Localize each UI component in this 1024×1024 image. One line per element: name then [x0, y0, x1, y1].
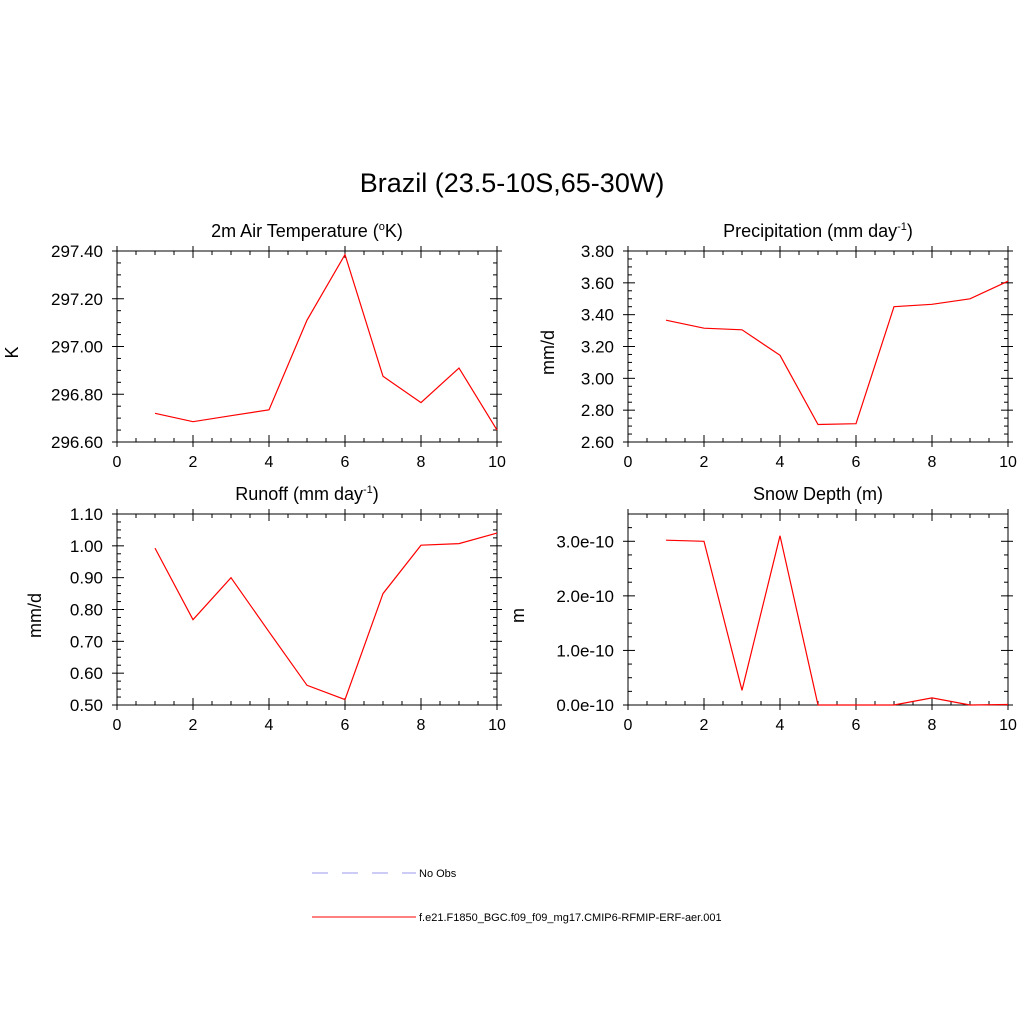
plot-frame: [116, 250, 498, 443]
y-tick-label: 296.60: [51, 433, 103, 452]
y-tick-label: 0.80: [70, 601, 103, 620]
figure-title: Brazil (23.5-10S,65-30W): [359, 168, 665, 198]
y-tick-label: 0.70: [70, 632, 103, 651]
panel-title: Precipitation (mm day-1): [723, 221, 913, 241]
y-tick-label: 1.00: [70, 537, 103, 556]
y-tick-label: 3.20: [581, 338, 614, 357]
series-line: [665, 535, 1009, 706]
legend: No Obs f.e21.F1850_BGC.f09_f09_mg17.CMIP6…: [312, 868, 722, 924]
panel-title: Runoff (mm day-1): [235, 484, 379, 504]
panel-title: Snow Depth (m): [753, 484, 883, 504]
x-tick-label: 0: [624, 454, 633, 471]
y-tick-label: 0.50: [70, 696, 103, 715]
x-tick-label: 4: [776, 717, 785, 734]
y-tick-label: 3.80: [581, 242, 614, 261]
series-line: [154, 532, 498, 701]
x-tick-label: 6: [341, 717, 350, 734]
y-tick-label: 3.60: [581, 274, 614, 293]
x-tick-label: 6: [341, 454, 350, 471]
panel-title: 2m Air Temperature (oK): [211, 221, 403, 241]
x-tick-label: 10: [488, 717, 506, 734]
y-tick-label: 297.40: [51, 242, 103, 261]
x-tick-label: 4: [776, 454, 785, 471]
x-tick-label: 0: [113, 717, 122, 734]
x-tick-label: 10: [999, 717, 1017, 734]
x-tick-label: 2: [189, 717, 198, 734]
x-tick-label: 10: [488, 454, 506, 471]
x-tick-label: 2: [700, 454, 709, 471]
y-tick-label: 3.00: [581, 369, 614, 388]
x-tick-label: 4: [265, 717, 274, 734]
x-tick-label: 6: [852, 717, 861, 734]
chart-panel-1: 0 2 4 6 8 10 296.60 296.80 297.00 297.20 297.40 K 2m…: [2, 221, 506, 471]
chart-panel-3: 0 2 4 6 8 10 0.50 0.60 0.70 0.80 0.90 1.00 1.10 mm/d R…: [25, 484, 506, 734]
y-tick-label: 1.0e-10: [556, 641, 614, 660]
y-tick-label: 3.40: [581, 306, 614, 325]
series-line: [154, 253, 498, 431]
y-tick-label: 297.00: [51, 338, 103, 357]
y-tick-label: 0.90: [70, 569, 103, 588]
y-tick-label: 2.80: [581, 401, 614, 420]
x-tick-label: 6: [852, 454, 861, 471]
y-axis-label: mm/d: [25, 593, 45, 638]
y-tick-label: 0.60: [70, 664, 103, 683]
y-tick-label: 3.0e-10: [556, 532, 614, 551]
plot-frame: [627, 250, 1009, 443]
y-tick-label: 1.10: [70, 505, 103, 524]
y-axis-label: K: [2, 346, 22, 358]
x-tick-label: 4: [265, 454, 274, 471]
x-tick-label: 8: [417, 717, 426, 734]
series-line: [665, 280, 1009, 426]
plot-frame: [627, 513, 1009, 706]
y-tick-label: 2.0e-10: [556, 587, 614, 606]
y-tick-label: 296.80: [51, 385, 103, 404]
plot-frame: [116, 513, 498, 706]
y-tick-label: 2.60: [581, 433, 614, 452]
x-tick-label: 0: [624, 717, 633, 734]
legend-label: f.e21.F1850_BGC.f09_f09_mg17.CMIP6-RFMIP…: [419, 912, 722, 924]
legend-label: No Obs: [419, 868, 457, 880]
y-axis-label: mm/d: [538, 330, 558, 375]
x-tick-label: 0: [113, 454, 122, 471]
chart-panel-4: 0 2 4 6 8 10 0.0e-10 1.0e-10 2.0e-10 3.0e-10 m Snow…: [508, 484, 1017, 734]
x-tick-label: 2: [700, 717, 709, 734]
chart-panel-2: 0 2 4 6 8 10 2.60 2.80 3.00 3.20 3.40 3.60 3.80 mm/d P…: [538, 221, 1017, 471]
y-axis-label: m: [508, 608, 528, 623]
x-tick-label: 8: [417, 454, 426, 471]
x-tick-label: 10: [999, 454, 1017, 471]
x-tick-label: 2: [189, 454, 198, 471]
y-tick-label: 297.20: [51, 290, 103, 309]
y-tick-label: 0.0e-10: [556, 696, 614, 715]
x-tick-label: 8: [928, 454, 937, 471]
x-tick-label: 8: [928, 717, 937, 734]
